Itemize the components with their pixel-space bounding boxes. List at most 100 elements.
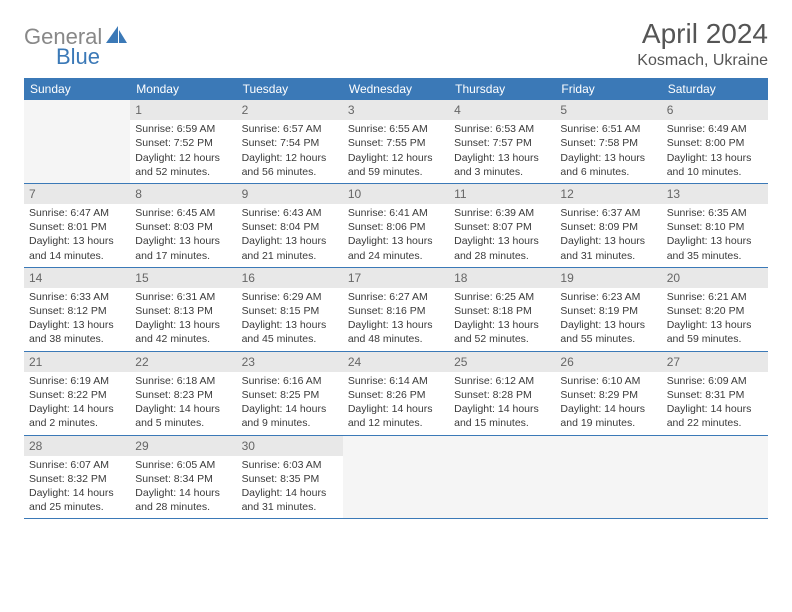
sunset-line: Sunset: 8:28 PM: [454, 388, 550, 402]
sunrise-line: Sunrise: 6:09 AM: [667, 374, 763, 388]
sunset-line: Sunset: 7:52 PM: [135, 136, 231, 150]
logo-text-blue: Blue: [56, 44, 100, 70]
sunset-line: Sunset: 7:54 PM: [242, 136, 338, 150]
sunrise-line: Sunrise: 6:51 AM: [560, 122, 656, 136]
sunrise-line: Sunrise: 6:55 AM: [348, 122, 444, 136]
sunset-line: Sunset: 8:01 PM: [29, 220, 125, 234]
sunset-line: Sunset: 8:09 PM: [560, 220, 656, 234]
daylight-line: Daylight: 14 hours and 31 minutes.: [242, 486, 338, 514]
location: Kosmach, Ukraine: [637, 52, 768, 70]
empty-day-cell: [343, 436, 449, 519]
daylight-line: Daylight: 13 hours and 21 minutes.: [242, 234, 338, 262]
daylight-line: Daylight: 13 hours and 52 minutes.: [454, 318, 550, 346]
sunset-line: Sunset: 8:12 PM: [29, 304, 125, 318]
day-body: Sunrise: 6:09 AMSunset: 8:31 PMDaylight:…: [662, 372, 768, 435]
sunrise-line: Sunrise: 6:18 AM: [135, 374, 231, 388]
sunset-line: Sunset: 8:22 PM: [29, 388, 125, 402]
day-body: Sunrise: 6:39 AMSunset: 8:07 PMDaylight:…: [449, 204, 555, 267]
day-cell: 12Sunrise: 6:37 AMSunset: 8:09 PMDayligh…: [555, 184, 661, 267]
daylight-line: Daylight: 13 hours and 35 minutes.: [667, 234, 763, 262]
sunrise-line: Sunrise: 6:53 AM: [454, 122, 550, 136]
empty-day-cell: [24, 100, 130, 183]
sunrise-line: Sunrise: 6:27 AM: [348, 290, 444, 304]
daylight-line: Daylight: 13 hours and 48 minutes.: [348, 318, 444, 346]
sunset-line: Sunset: 8:23 PM: [135, 388, 231, 402]
day-body: Sunrise: 6:37 AMSunset: 8:09 PMDaylight:…: [555, 204, 661, 267]
day-number: 30: [237, 436, 343, 456]
daylight-line: Daylight: 13 hours and 38 minutes.: [29, 318, 125, 346]
day-cell: 25Sunrise: 6:12 AMSunset: 8:28 PMDayligh…: [449, 352, 555, 435]
day-number: 8: [130, 184, 236, 204]
day-number: 4: [449, 100, 555, 120]
day-cell: 23Sunrise: 6:16 AMSunset: 8:25 PMDayligh…: [237, 352, 343, 435]
weekday-header: Sunday: [24, 78, 130, 100]
day-cell: 27Sunrise: 6:09 AMSunset: 8:31 PMDayligh…: [662, 352, 768, 435]
month-title: April 2024: [637, 18, 768, 50]
sunrise-line: Sunrise: 6:12 AM: [454, 374, 550, 388]
sunrise-line: Sunrise: 6:23 AM: [560, 290, 656, 304]
sunset-line: Sunset: 8:26 PM: [348, 388, 444, 402]
daylight-line: Daylight: 12 hours and 52 minutes.: [135, 151, 231, 179]
day-body: Sunrise: 6:33 AMSunset: 8:12 PMDaylight:…: [24, 288, 130, 351]
weekday-header: Monday: [130, 78, 236, 100]
sunrise-line: Sunrise: 6:45 AM: [135, 206, 231, 220]
day-body: Sunrise: 6:49 AMSunset: 8:00 PMDaylight:…: [662, 120, 768, 183]
day-body: Sunrise: 6:18 AMSunset: 8:23 PMDaylight:…: [130, 372, 236, 435]
day-cell: 10Sunrise: 6:41 AMSunset: 8:06 PMDayligh…: [343, 184, 449, 267]
sunrise-line: Sunrise: 6:31 AM: [135, 290, 231, 304]
day-body: Sunrise: 6:14 AMSunset: 8:26 PMDaylight:…: [343, 372, 449, 435]
sunrise-line: Sunrise: 6:29 AM: [242, 290, 338, 304]
day-cell: 11Sunrise: 6:39 AMSunset: 8:07 PMDayligh…: [449, 184, 555, 267]
empty-day-cell: [662, 436, 768, 519]
daylight-line: Daylight: 13 hours and 28 minutes.: [454, 234, 550, 262]
sunset-line: Sunset: 8:31 PM: [667, 388, 763, 402]
sunrise-line: Sunrise: 6:19 AM: [29, 374, 125, 388]
day-body: Sunrise: 6:27 AMSunset: 8:16 PMDaylight:…: [343, 288, 449, 351]
day-number: 19: [555, 268, 661, 288]
day-cell: 16Sunrise: 6:29 AMSunset: 8:15 PMDayligh…: [237, 268, 343, 351]
weekday-header: Tuesday: [237, 78, 343, 100]
day-number: 6: [662, 100, 768, 120]
day-body: Sunrise: 6:47 AMSunset: 8:01 PMDaylight:…: [24, 204, 130, 267]
daylight-line: Daylight: 13 hours and 17 minutes.: [135, 234, 231, 262]
day-cell: 4Sunrise: 6:53 AMSunset: 7:57 PMDaylight…: [449, 100, 555, 183]
day-cell: 21Sunrise: 6:19 AMSunset: 8:22 PMDayligh…: [24, 352, 130, 435]
daylight-line: Daylight: 13 hours and 24 minutes.: [348, 234, 444, 262]
daylight-line: Daylight: 13 hours and 42 minutes.: [135, 318, 231, 346]
header: General Blue April 2024 Kosmach, Ukraine: [24, 18, 768, 70]
day-number: 18: [449, 268, 555, 288]
sunrise-line: Sunrise: 6:03 AM: [242, 458, 338, 472]
day-number: 3: [343, 100, 449, 120]
sunset-line: Sunset: 8:34 PM: [135, 472, 231, 486]
day-body: Sunrise: 6:07 AMSunset: 8:32 PMDaylight:…: [24, 456, 130, 519]
day-number: 13: [662, 184, 768, 204]
weekday-header: Wednesday: [343, 78, 449, 100]
day-number: 9: [237, 184, 343, 204]
daylight-line: Daylight: 13 hours and 45 minutes.: [242, 318, 338, 346]
daylight-line: Daylight: 13 hours and 14 minutes.: [29, 234, 125, 262]
daylight-line: Daylight: 13 hours and 31 minutes.: [560, 234, 656, 262]
sunset-line: Sunset: 8:18 PM: [454, 304, 550, 318]
daylight-line: Daylight: 14 hours and 9 minutes.: [242, 402, 338, 430]
day-body: Sunrise: 6:41 AMSunset: 8:06 PMDaylight:…: [343, 204, 449, 267]
sunrise-line: Sunrise: 6:49 AM: [667, 122, 763, 136]
day-number: 28: [24, 436, 130, 456]
daylight-line: Daylight: 13 hours and 55 minutes.: [560, 318, 656, 346]
sunset-line: Sunset: 8:07 PM: [454, 220, 550, 234]
week-row: 28Sunrise: 6:07 AMSunset: 8:32 PMDayligh…: [24, 436, 768, 520]
weekday-row: SundayMondayTuesdayWednesdayThursdayFrid…: [24, 78, 768, 100]
sunset-line: Sunset: 7:57 PM: [454, 136, 550, 150]
weekday-header: Saturday: [662, 78, 768, 100]
day-number: 20: [662, 268, 768, 288]
day-cell: 28Sunrise: 6:07 AMSunset: 8:32 PMDayligh…: [24, 436, 130, 519]
week-row: 14Sunrise: 6:33 AMSunset: 8:12 PMDayligh…: [24, 268, 768, 352]
daylight-line: Daylight: 14 hours and 25 minutes.: [29, 486, 125, 514]
day-cell: 6Sunrise: 6:49 AMSunset: 8:00 PMDaylight…: [662, 100, 768, 183]
sunset-line: Sunset: 8:00 PM: [667, 136, 763, 150]
empty-day-cell: [449, 436, 555, 519]
day-cell: 20Sunrise: 6:21 AMSunset: 8:20 PMDayligh…: [662, 268, 768, 351]
day-number: 23: [237, 352, 343, 372]
day-cell: 9Sunrise: 6:43 AMSunset: 8:04 PMDaylight…: [237, 184, 343, 267]
logo: General Blue: [24, 18, 130, 50]
day-cell: 7Sunrise: 6:47 AMSunset: 8:01 PMDaylight…: [24, 184, 130, 267]
